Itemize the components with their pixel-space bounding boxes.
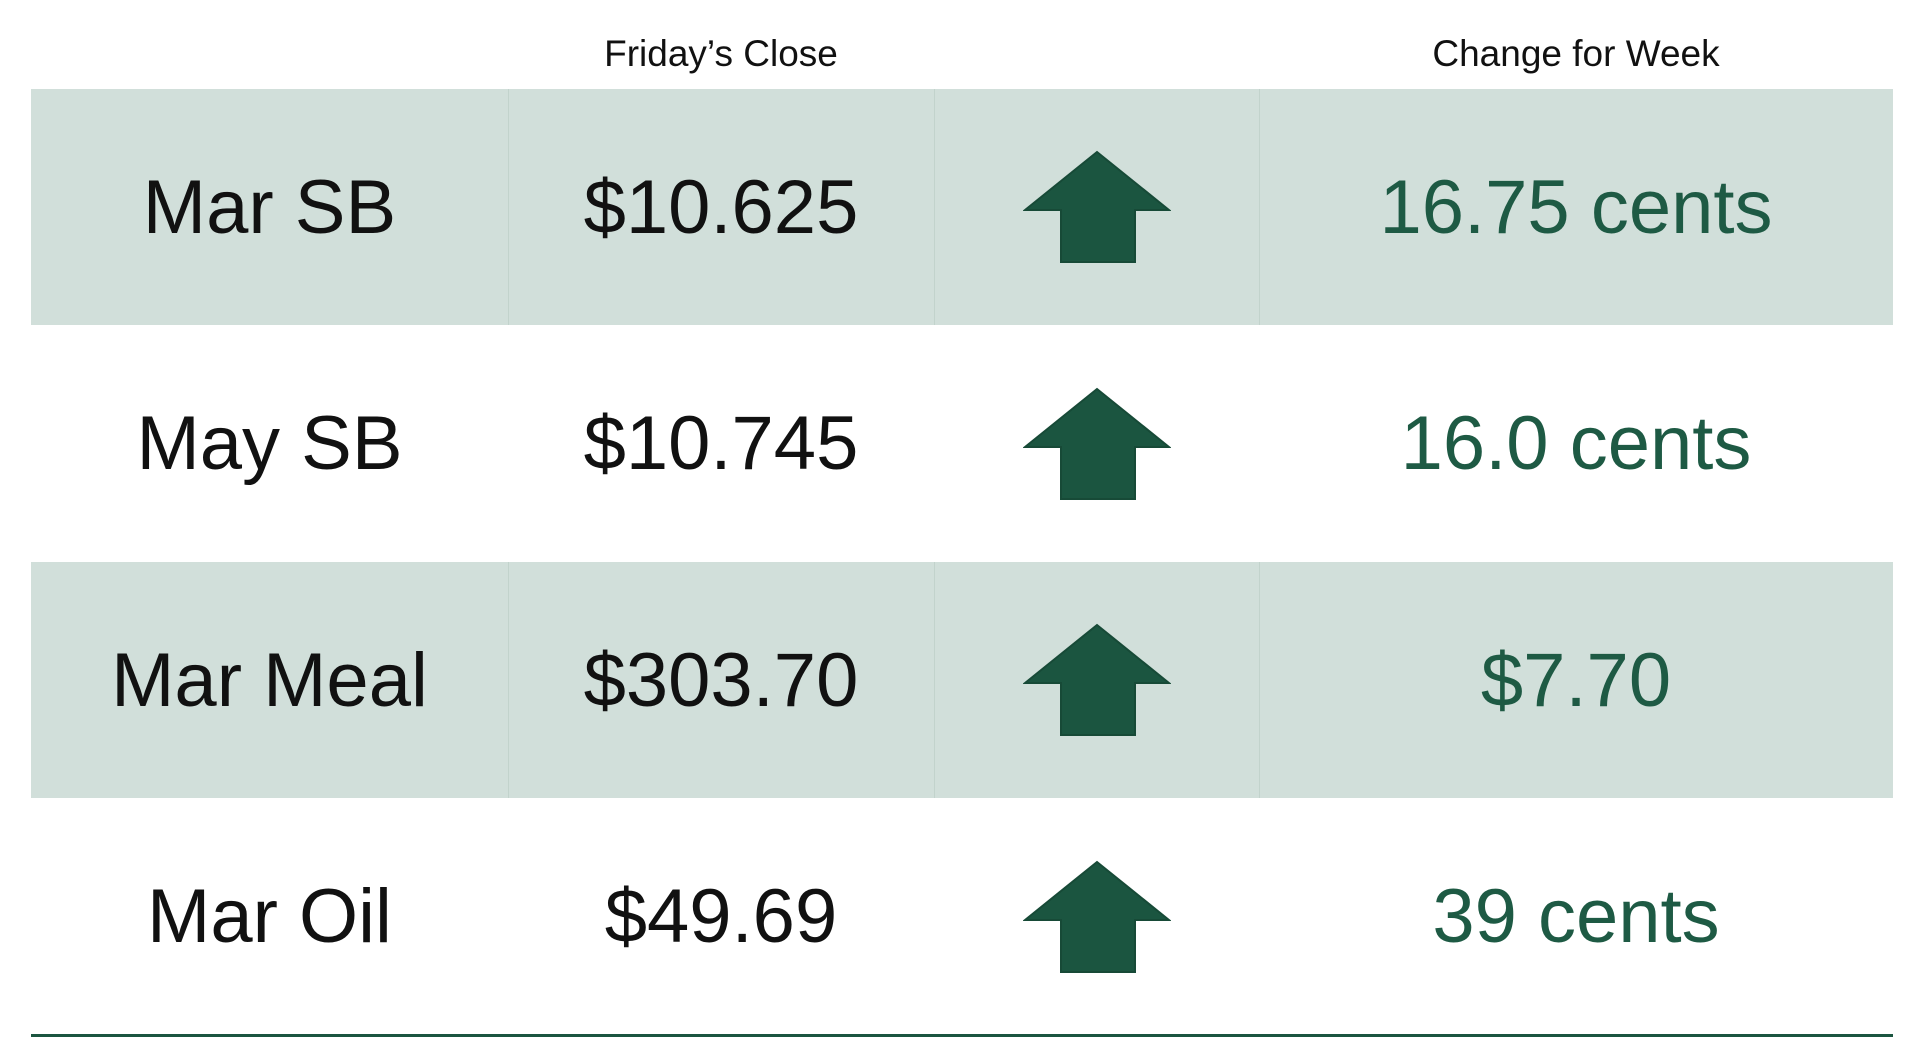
contract-name: Mar Meal [111,637,428,723]
friday-close: $303.70 [583,637,859,723]
column-divider [1259,89,1260,325]
up-arrow [1022,860,1171,973]
column-divider [508,89,509,325]
friday-close: $10.625 [583,164,859,250]
column-divider [934,562,935,798]
weekly-change: 39 cents [1432,874,1720,959]
column-divider [1259,562,1260,798]
table-row: Mar Meal $303.70 $7.70 [31,562,1893,798]
arrow-cell [934,89,1259,325]
weekly-change: 16.75 cents [1379,164,1773,250]
friday-close: $49.69 [604,874,838,959]
contract-name: Mar SB [142,164,397,250]
column-divider [934,89,935,325]
column-header: Friday’s Close [604,33,838,74]
table-row: Mar Oil $49.69 39 cents [31,799,1893,1035]
arrow-cell [934,562,1259,798]
table-row: Mar SB $10.625 16.75 cents [31,89,1893,325]
up-arrow [1022,150,1171,263]
bottom-rule [31,1034,1893,1037]
weekly-change: 16.0 cents [1400,401,1752,486]
contract-name: Mar Oil [147,874,392,959]
table-row: May SB $10.745 16.0 cents [31,326,1893,562]
arrow-cell [934,326,1259,562]
arrow-cell [934,799,1259,1035]
column-divider [508,562,509,798]
up-arrow [1022,387,1171,500]
contract-name: May SB [136,401,403,486]
column-header: Change for Week [1432,33,1720,74]
weekly-change: $7.70 [1480,637,1672,723]
friday-close: $10.745 [583,401,859,486]
up-arrow [1022,623,1171,736]
